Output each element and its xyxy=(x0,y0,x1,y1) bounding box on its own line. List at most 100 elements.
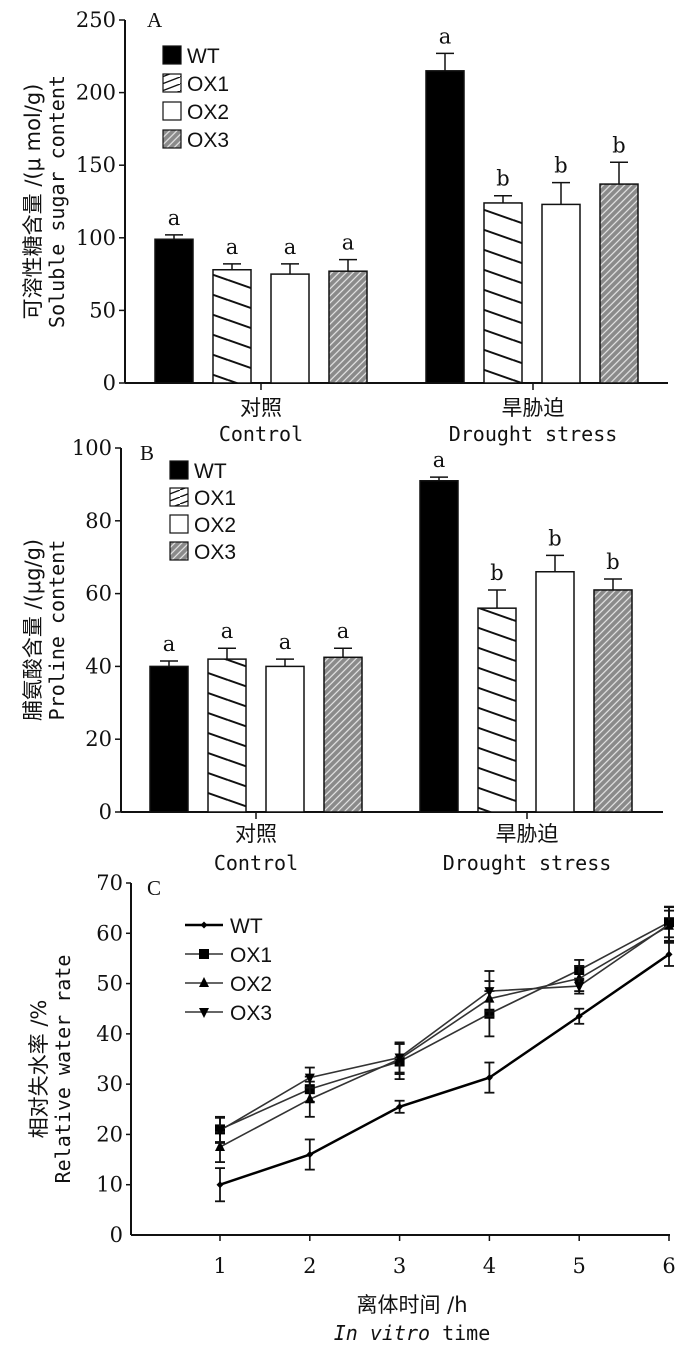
x-category-label: Drought stress xyxy=(449,422,618,446)
data-point-ox3 xyxy=(304,1073,315,1084)
legend-marker-wt xyxy=(200,921,208,929)
legend-swatch-ox1 xyxy=(162,73,182,93)
panel-letter: B xyxy=(140,441,154,465)
x-category-label-cn: 对照 xyxy=(235,822,277,846)
x-axis-title-rest: time xyxy=(430,1321,490,1345)
x-axis-title-italic: In vitro xyxy=(334,1321,430,1345)
y-axis-title-cn: 脯氨酸含量 /(μg/g) xyxy=(21,539,45,721)
bar-wt xyxy=(149,665,189,813)
significance-label: a xyxy=(279,630,292,654)
y-tick-label: 50 xyxy=(89,298,116,322)
y-tick-label: 30 xyxy=(96,1072,123,1096)
x-axis-title-cn: 离体时间 /h xyxy=(356,1293,467,1317)
y-tick-label: 60 xyxy=(85,582,112,606)
y-axis-title-cn: 可溶性糖含量 /(μ mol/g) xyxy=(21,84,45,320)
bar-wt xyxy=(419,480,459,813)
legend-label: WT xyxy=(230,915,263,938)
data-point-ox3 xyxy=(394,1053,405,1064)
significance-label: b xyxy=(606,550,619,574)
significance-label: a xyxy=(337,619,350,643)
series-line-ox1 xyxy=(219,921,670,1131)
y-tick-label: 20 xyxy=(96,1122,123,1146)
bar-ox1 xyxy=(212,268,252,384)
bar-ox1 xyxy=(207,658,247,813)
y-tick-label: 50 xyxy=(96,972,123,996)
x-tick-label: 6 xyxy=(662,1254,675,1278)
legend-marker-ox1 xyxy=(199,949,209,959)
y-tick-label: 20 xyxy=(85,727,112,751)
bar-ox3 xyxy=(328,270,368,384)
significance-label: b xyxy=(554,154,567,178)
x-category-label: Drought stress xyxy=(443,851,612,875)
data-point-ox2 xyxy=(304,1093,315,1104)
x-tick-label: 2 xyxy=(303,1254,316,1278)
legend-swatch-ox3 xyxy=(169,541,189,561)
x-tick-label: 1 xyxy=(213,1254,226,1278)
data-point-ox3 xyxy=(215,1126,225,1137)
bar-ox2 xyxy=(535,571,575,813)
bar-ox3 xyxy=(599,183,639,384)
bar-ox1 xyxy=(483,202,523,384)
legend-label: OX3 xyxy=(187,129,229,152)
bar-ox2 xyxy=(265,665,305,813)
legend-label: OX2 xyxy=(194,514,236,537)
significance-label: a xyxy=(221,619,234,643)
y-tick-label: 60 xyxy=(96,921,123,945)
legend-label: OX1 xyxy=(187,73,229,96)
y-tick-label: 80 xyxy=(85,509,112,533)
x-axis-title: In vitro time xyxy=(334,1321,491,1345)
x-category-label: Control xyxy=(214,851,298,875)
x-category-label-cn: 旱胁迫 xyxy=(502,396,565,420)
y-axis-title: Soluble sugar content xyxy=(45,75,69,328)
x-category-label-cn: 旱胁迫 xyxy=(496,822,559,846)
significance-label: a xyxy=(342,231,355,255)
y-tick-label: 100 xyxy=(72,436,112,460)
bar-ox2 xyxy=(541,203,581,384)
significance-label: b xyxy=(612,133,625,157)
panel-b: 0 20 40 60 80 100 对照 Control 旱胁迫 Drought stress a a… xyxy=(21,436,663,875)
legend-label: WT xyxy=(194,460,227,483)
bar-ox2 xyxy=(270,273,310,384)
bar-ox3 xyxy=(323,656,363,813)
series-line-ox2 xyxy=(219,925,670,1148)
data-point-wt xyxy=(575,1012,583,1020)
y-tick-label: 0 xyxy=(99,800,112,824)
panel-letter: C xyxy=(147,876,161,900)
bar-wt xyxy=(425,70,465,384)
significance-label: a xyxy=(284,235,297,259)
significance-label: a xyxy=(433,448,446,472)
legend-swatch-ox2 xyxy=(169,514,189,534)
legend-swatch-wt xyxy=(162,45,182,65)
y-tick-label: 0 xyxy=(110,1223,123,1247)
y-tick-label: 10 xyxy=(96,1173,123,1197)
data-point-ox3 xyxy=(664,920,674,931)
y-tick-label: 150 xyxy=(76,153,116,177)
legend-label: WT xyxy=(187,45,220,68)
y-axis-title: Proline content xyxy=(45,540,69,721)
data-point-ox2 xyxy=(215,1141,225,1151)
significance-label: b xyxy=(548,526,561,550)
y-tick-label: 70 xyxy=(96,871,123,895)
x-category-label-cn: 对照 xyxy=(240,396,282,420)
significance-label: a xyxy=(163,632,176,656)
x-tick-label: 3 xyxy=(393,1254,406,1278)
legend-label: OX2 xyxy=(187,101,229,124)
data-point-ox3 xyxy=(484,987,495,998)
bar-wt xyxy=(154,238,194,384)
data-point-wt xyxy=(485,1074,493,1082)
legend-swatch-ox1 xyxy=(169,487,189,507)
x-tick-label: 5 xyxy=(573,1254,586,1278)
y-axis-title-cn: 相对失水率 /% xyxy=(27,1000,51,1139)
panel-letter: A xyxy=(147,8,163,32)
significance-label: a xyxy=(439,24,452,48)
bar-ox1 xyxy=(477,607,517,813)
x-category-label: Control xyxy=(219,422,303,446)
legend-marker-ox3 xyxy=(199,1008,209,1018)
y-tick-label: 40 xyxy=(96,1022,123,1046)
data-point-wt xyxy=(216,1181,224,1189)
significance-label: a xyxy=(226,235,239,259)
legend-label: OX3 xyxy=(230,1002,272,1025)
x-tick-label: 4 xyxy=(483,1254,496,1278)
